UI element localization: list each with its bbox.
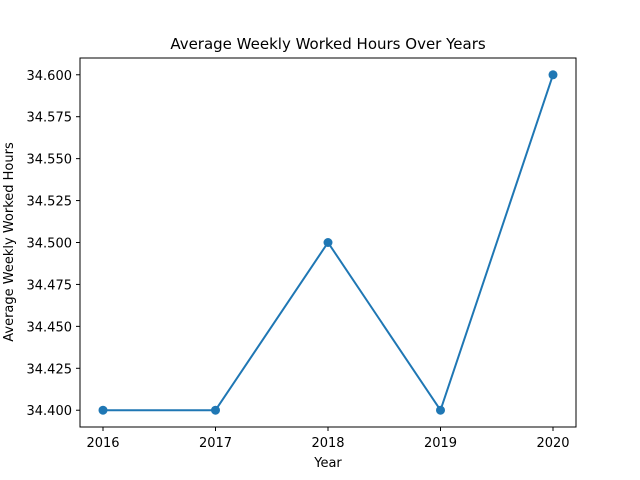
- y-tick-label: 34.425: [27, 362, 73, 377]
- x-tick-label: 2016: [86, 436, 119, 451]
- data-point: [548, 70, 558, 80]
- y-axis-label: Average Weekly Worked Hours: [2, 142, 17, 342]
- data-point: [211, 405, 220, 415]
- x-tick-label: 2018: [311, 436, 344, 451]
- y-tick-label: 34.550: [27, 153, 73, 168]
- x-tick-label: 2019: [424, 436, 457, 451]
- y-tick-label: 34.475: [27, 278, 73, 293]
- series-layer: [98, 70, 558, 415]
- data-point: [436, 405, 445, 415]
- x-axis: 2016 2017 2018 2019 2020: [86, 427, 570, 451]
- data-point: [98, 405, 108, 415]
- x-axis-label: Year: [313, 456, 342, 471]
- y-tick-label: 34.575: [27, 111, 73, 126]
- y-tick-label: 34.450: [27, 320, 73, 335]
- y-tick-label: 34.525: [27, 195, 73, 210]
- data-point: [323, 238, 333, 247]
- x-tick-label: 2020: [536, 436, 569, 451]
- y-tick-label: 34.400: [27, 404, 73, 419]
- chart-title: Average Weekly Worked Hours Over Years: [170, 35, 486, 53]
- x-tick-label: 2017: [199, 436, 232, 451]
- y-tick-label: 34.500: [27, 237, 73, 252]
- y-axis: 34.400 34.425 34.450 34.475 34.500 34.525 34.5…: [27, 69, 80, 419]
- y-tick-label: 34.600: [27, 69, 73, 84]
